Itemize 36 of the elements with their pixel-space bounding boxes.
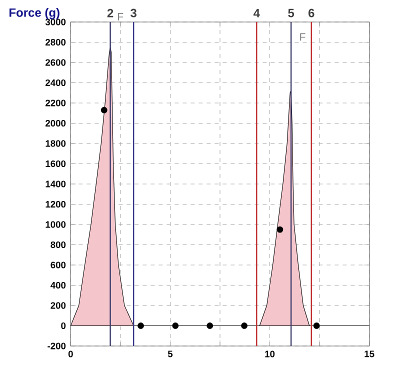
y-tick-label: 1000 (46, 221, 66, 228)
y-tick-label: 1200 (46, 200, 66, 208)
y-tick-label: 1400 (46, 180, 66, 188)
point (100, 106, 108, 114)
x-tick-label: 10 (265, 350, 275, 358)
point (138, 322, 144, 329)
text: 6 (308, 8, 314, 18)
y-tick-label: 2400 (46, 79, 66, 86)
y-tick-label: -200 (48, 342, 66, 350)
y-tick-label: 1600 (46, 160, 66, 168)
text: 4 (253, 9, 260, 18)
text: 5 (288, 8, 294, 18)
y-tick-label: 3000 (45, 18, 66, 26)
x-tick-label: 0 (68, 350, 73, 358)
text: 3 (130, 8, 136, 18)
y-tick-label: 800 (50, 241, 66, 248)
y-tick-label: 2800 (46, 38, 66, 46)
y-tick-label: 0 (61, 322, 66, 330)
annotation: F (300, 33, 306, 41)
y-tick-label: 200 (50, 302, 66, 309)
y-tick-label: 400 (50, 282, 66, 289)
point (172, 322, 179, 329)
x-tick-label: 15 (364, 350, 374, 358)
y-tick-label: 2600 (46, 59, 66, 66)
x-tick-label: 5 (168, 350, 173, 358)
text: F (118, 13, 124, 20)
y-axis-title: Force (g) (10, 8, 60, 20)
point (313, 322, 320, 329)
y-tick-label: 1800 (46, 140, 66, 147)
y-tick-label: 2200 (46, 100, 66, 106)
point (276, 226, 284, 233)
point (206, 322, 214, 329)
text: 2 (107, 8, 114, 18)
y-tick-label: 600 (50, 262, 66, 268)
y-tick-label: 2000 (46, 120, 66, 127)
point (241, 322, 248, 329)
